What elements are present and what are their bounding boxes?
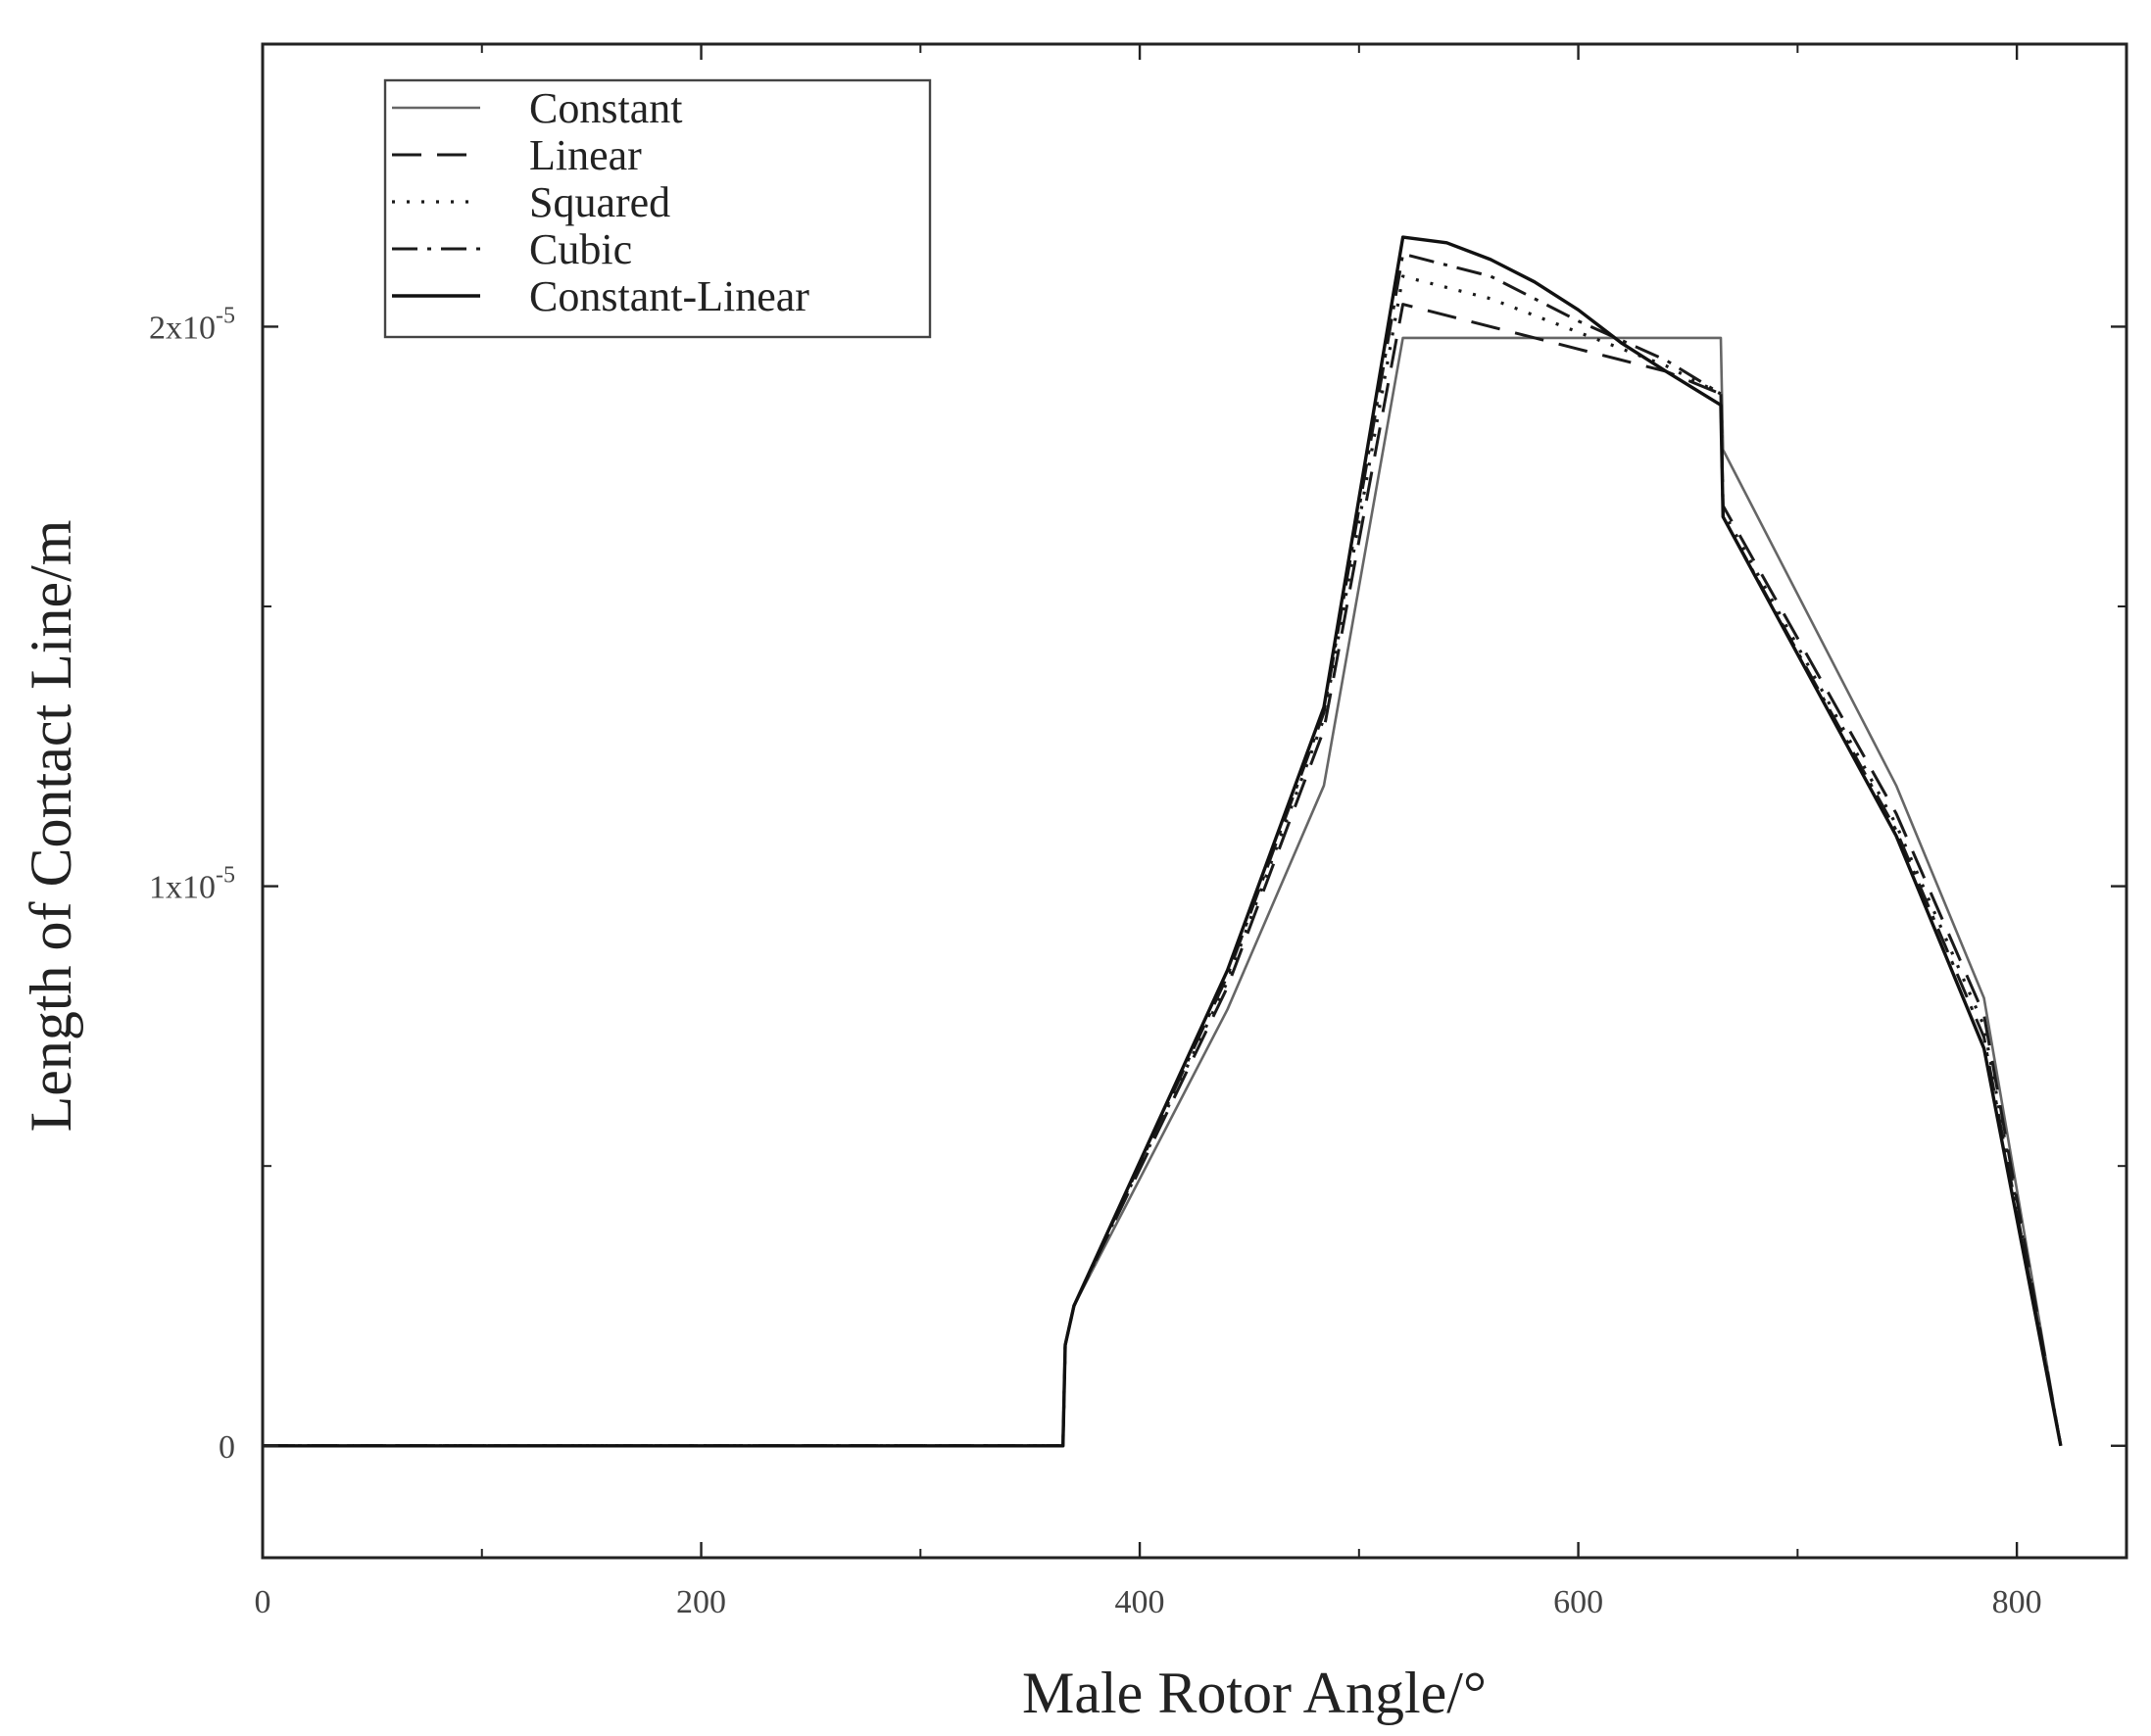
x-axis: 0 200 400 600 800 — [255, 44, 2042, 1620]
x-tick-label: 0 — [255, 1584, 271, 1620]
legend-label: Squared — [529, 178, 670, 226]
x-tick-label: 400 — [1115, 1584, 1165, 1620]
series-line-constant-linear — [263, 235, 2063, 1448]
plot-frame — [261, 42, 2128, 1560]
x-axis-title: Male Rotor Angle/° — [1022, 1661, 1487, 1725]
legend-label: Constant-Linear — [529, 272, 809, 320]
y-axis-title: Length of Contact Line/m — [19, 520, 83, 1133]
legend-label: Linear — [529, 131, 642, 179]
x-tick-label: 200 — [676, 1584, 726, 1620]
legend: ConstantLinearSquaredCubicConstant-Linea… — [383, 78, 932, 339]
legend-label: Constant — [529, 84, 682, 132]
x-tick-label: 600 — [1553, 1584, 1603, 1620]
y-tick-label: 0 — [219, 1429, 235, 1466]
series-layer — [263, 235, 2063, 1448]
x-tick-label: 800 — [1992, 1584, 2042, 1620]
series-line-cubic — [263, 252, 2063, 1448]
legend-label: Cubic — [529, 225, 632, 273]
